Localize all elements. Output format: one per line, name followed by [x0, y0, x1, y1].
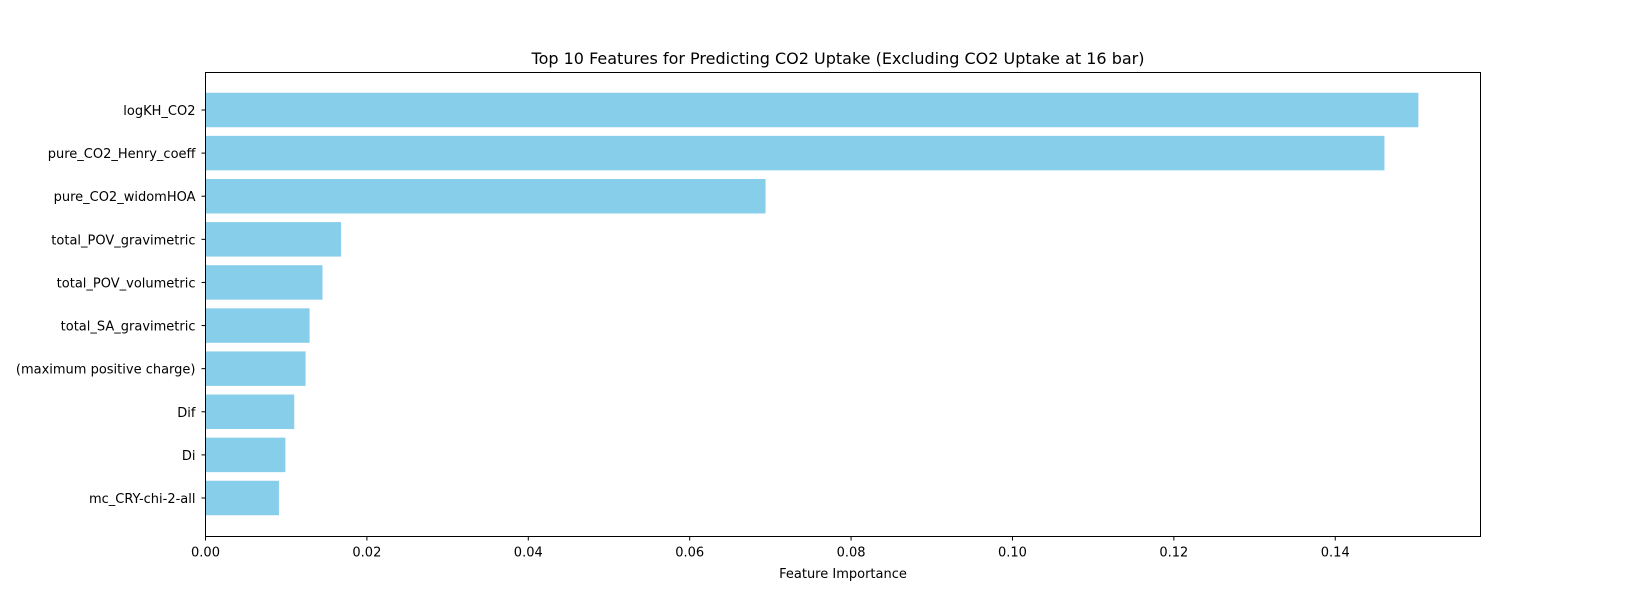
y-tick-label-5: total_SA_gravimetric [61, 320, 196, 335]
x-tick-label-1: 0.02 [352, 546, 381, 561]
chart-title: Top 10 Features for Predicting CO2 Uptak… [531, 49, 1145, 68]
bar-4 [205, 265, 323, 300]
x-tick-label-6: 0.12 [1159, 546, 1188, 561]
y-tick-label-3: total_POV_gravimetric [51, 233, 195, 248]
y-tick-label-7: Dif [177, 406, 196, 421]
bar-8 [205, 437, 286, 473]
y-tick-label-9: mc_CRY-chi-2-all [89, 492, 196, 507]
x-tick-label-4: 0.08 [837, 546, 866, 561]
x-tick-label-5: 0.10 [998, 546, 1027, 561]
bar-7 [205, 394, 295, 430]
bar-6 [205, 351, 306, 386]
y-tick-label-8: Di [182, 449, 196, 464]
bar-1 [205, 135, 1385, 171]
y-tick-label-4: total_POV_volumetric [57, 276, 196, 291]
y-tick-label-1: pure_CO2_Henry_coeff [48, 147, 197, 162]
bar-9 [205, 480, 279, 516]
x-tick-label-2: 0.04 [514, 546, 543, 561]
bar-2 [205, 178, 766, 214]
plot-frame [205, 72, 1481, 537]
y-tick-label-2: pure_CO2_widomHOA [54, 190, 196, 205]
bars-group [205, 92, 1419, 516]
bar-5 [205, 308, 310, 343]
y-tick-label-0: logKH_CO2 [123, 104, 195, 119]
bar-0 [205, 92, 1419, 128]
x-axis-label: Feature Importance [779, 567, 907, 582]
x-tick-label-3: 0.06 [675, 546, 704, 561]
y-axis: logKH_CO2 pure_CO2_Henry_coeff pure_CO2_wi… [16, 104, 206, 507]
x-tick-label-0: 0.00 [191, 546, 220, 561]
x-tick-label-7: 0.14 [1321, 546, 1350, 561]
y-tick-label-6: (maximum positive charge) [16, 363, 196, 378]
bar-3 [205, 222, 342, 257]
x-axis: 0.00 0.02 0.04 0.06 0.08 0.10 0.12 0.14 [191, 536, 1350, 561]
